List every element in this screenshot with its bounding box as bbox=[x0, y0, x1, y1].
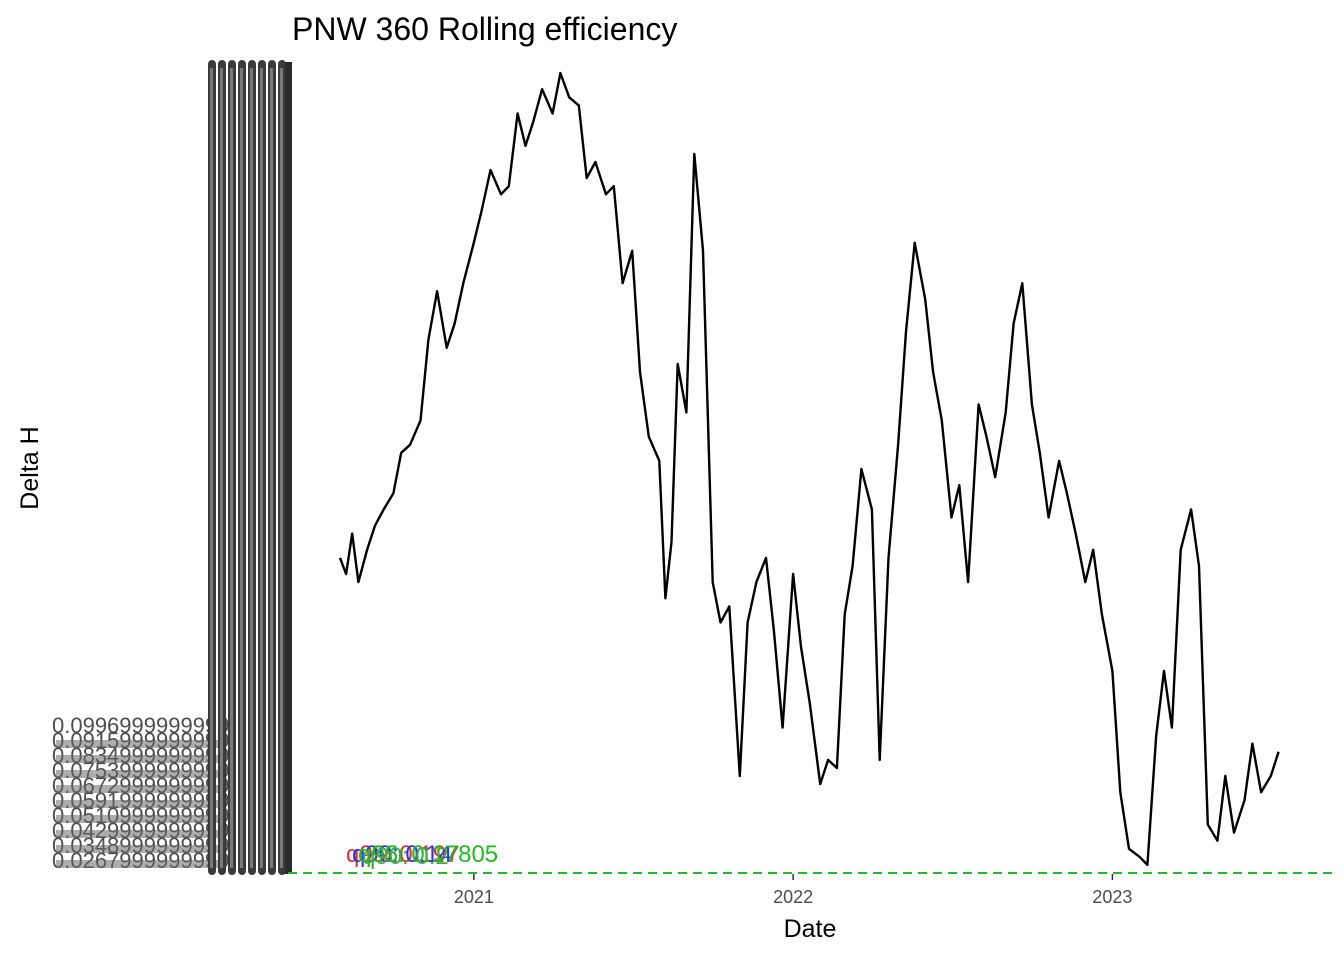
y-tick-label-overlap bbox=[56, 800, 224, 808]
x-tick-label: 2023 bbox=[1092, 887, 1132, 907]
y-tick-label-overlap bbox=[56, 785, 224, 793]
y-tick-label: 0.0996999999999 bbox=[52, 713, 229, 738]
y-axis-title: Delta H bbox=[16, 426, 44, 509]
y-axis-overplot bbox=[208, 60, 292, 875]
y-tick-label-column-highlight bbox=[210, 68, 213, 868]
y-tick-label-overlap bbox=[56, 755, 224, 763]
quantile-label: q90: 0.14 bbox=[352, 841, 452, 868]
y-tick-label-column-highlight bbox=[230, 68, 233, 868]
y-tick-label-column-highlight bbox=[260, 68, 263, 868]
y-tick-marks bbox=[285, 62, 292, 874]
x-axis-title: Date bbox=[784, 915, 837, 943]
x-tick-label: 2021 bbox=[454, 887, 494, 907]
y-tick-label-overlap bbox=[56, 845, 224, 853]
y-tick-label-column-highlight bbox=[220, 68, 223, 868]
series-line bbox=[338, 71, 1280, 867]
y-tick-label-overlap bbox=[56, 830, 224, 838]
y-tick-label-column-highlight bbox=[250, 68, 253, 868]
y-tick-label-column-highlight bbox=[240, 68, 243, 868]
quantile-label: q95: 0.17805 bbox=[358, 841, 498, 868]
quantile-label: q95: 0.197 bbox=[346, 841, 459, 868]
x-tick-label: 2022 bbox=[773, 887, 813, 907]
y-tick-label-overlap bbox=[56, 740, 224, 748]
y-tick-label-column-highlight bbox=[280, 68, 283, 868]
y-tick-label-overlap bbox=[56, 860, 224, 868]
quantile-label: q90: 0.2 bbox=[362, 843, 449, 870]
y-tick-label-overlap bbox=[56, 770, 224, 778]
y-tick-label-overlap bbox=[56, 815, 224, 823]
x-axis: 2021 2022 2023 bbox=[454, 874, 1132, 907]
y-tick-label-column-highlight bbox=[270, 68, 273, 868]
chart-title: PNW 360 Rolling efficiency bbox=[292, 11, 677, 47]
y-tick-labels: 0.09969999999990.09159999999990.08349999… bbox=[52, 713, 229, 873]
